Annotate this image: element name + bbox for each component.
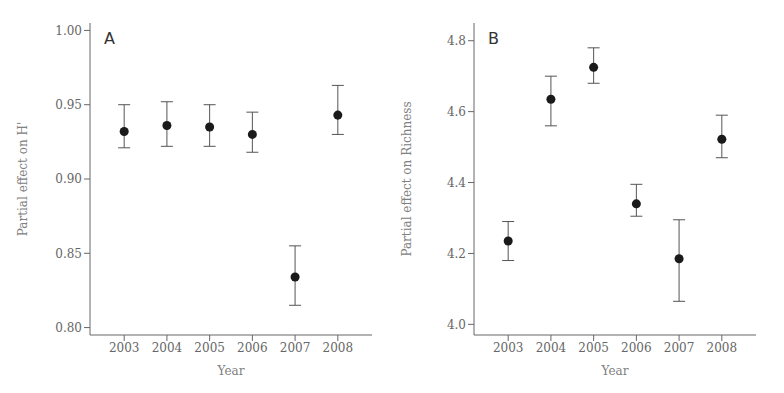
svg-text:2005: 2005 (194, 341, 225, 355)
svg-text:4.4: 4.4 (447, 176, 466, 190)
svg-text:2005: 2005 (578, 341, 609, 355)
svg-text:2003: 2003 (493, 341, 524, 355)
html-text:B: B (488, 29, 499, 48)
svg-text:2004: 2004 (536, 341, 567, 355)
svg-text:2007: 2007 (664, 341, 695, 355)
svg-text:2003: 2003 (109, 341, 140, 355)
svg-text:Partial effect on H': Partial effect on H' (16, 122, 30, 237)
svg-text:2008: 2008 (323, 341, 354, 355)
svg-text:Partial effect on Richness: Partial effect on Richness (400, 101, 414, 256)
svg-text:2008: 2008 (707, 341, 738, 355)
svg-text:0.90: 0.90 (55, 172, 82, 186)
svg-text:0.85: 0.85 (55, 247, 82, 261)
svg-text:2004: 2004 (152, 341, 183, 355)
svg-text:4.6: 4.6 (447, 105, 466, 119)
svg-text:Year: Year (217, 364, 245, 378)
svg-text:2006: 2006 (237, 341, 268, 355)
svg-text:2006: 2006 (621, 341, 652, 355)
svg-text:4.0: 4.0 (447, 318, 466, 332)
svg-text:1.00: 1.00 (55, 24, 82, 38)
svg-text:Year: Year (601, 364, 629, 378)
svg-text:4.8: 4.8 (447, 34, 466, 48)
svg-text:2007: 2007 (280, 341, 311, 355)
html-text:A: A (104, 29, 115, 48)
svg-text:0.95: 0.95 (55, 98, 82, 112)
svg-text:0.80: 0.80 (55, 321, 82, 335)
svg-text:4.2: 4.2 (447, 247, 466, 261)
